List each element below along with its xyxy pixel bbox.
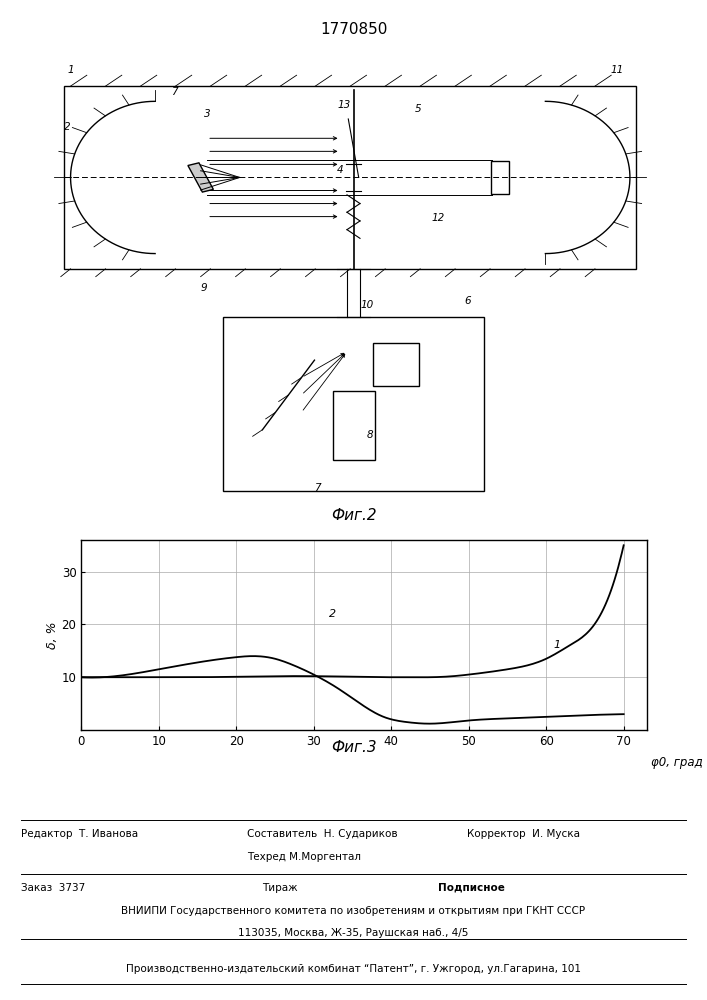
Text: Подписное: Подписное bbox=[438, 883, 506, 893]
Text: ВНИИПИ Государственного комитета по изобретениям и открытиям при ГКНТ СССР: ВНИИПИ Государственного комитета по изоб… bbox=[122, 906, 585, 916]
Text: 9: 9 bbox=[201, 283, 207, 293]
Bar bbox=[491, 161, 509, 194]
Text: Заказ  3737: Заказ 3737 bbox=[21, 883, 86, 893]
Text: 4: 4 bbox=[337, 165, 344, 175]
Text: Фиг.2: Фиг.2 bbox=[331, 508, 376, 522]
Text: Фиг.3: Фиг.3 bbox=[331, 740, 376, 756]
Text: 2: 2 bbox=[64, 122, 71, 132]
Bar bbox=[223, 317, 484, 491]
Bar bbox=[333, 391, 375, 460]
Bar bbox=[373, 343, 419, 386]
Text: 6: 6 bbox=[464, 296, 471, 306]
Text: Корректор  И. Муска: Корректор И. Муска bbox=[467, 829, 580, 839]
Text: 7: 7 bbox=[315, 483, 321, 493]
Text: Техред М.Моргентал: Техред М.Моргентал bbox=[247, 852, 361, 861]
Text: 1: 1 bbox=[554, 640, 561, 650]
Text: 5: 5 bbox=[415, 104, 422, 114]
Text: 11: 11 bbox=[610, 65, 624, 75]
Text: 3: 3 bbox=[204, 109, 211, 119]
Y-axis label: δ, %: δ, % bbox=[46, 621, 59, 649]
Text: 1: 1 bbox=[67, 65, 74, 75]
Text: 12: 12 bbox=[431, 213, 445, 223]
Text: Редактор  Т. Иванова: Редактор Т. Иванова bbox=[21, 829, 139, 839]
Text: 8: 8 bbox=[366, 430, 373, 440]
Bar bbox=[64, 86, 636, 269]
Polygon shape bbox=[188, 163, 214, 192]
Text: φ0, град: φ0, град bbox=[650, 756, 703, 769]
Text: 7: 7 bbox=[171, 87, 178, 97]
Text: Тираж: Тираж bbox=[262, 883, 297, 893]
Text: 1770850: 1770850 bbox=[320, 22, 387, 37]
Text: Производственно-издательский комбинат “Патент”, г. Ужгород, ул.Гагарина, 101: Производственно-издательский комбинат “П… bbox=[126, 964, 581, 974]
Text: Составитель  Н. Судариков: Составитель Н. Судариков bbox=[247, 829, 398, 839]
Text: 10: 10 bbox=[360, 300, 373, 310]
Text: 2: 2 bbox=[329, 609, 337, 619]
Text: 13: 13 bbox=[337, 100, 351, 110]
Text: 113035, Москва, Ж-35, Раушская наб., 4/5: 113035, Москва, Ж-35, Раушская наб., 4/5 bbox=[238, 928, 469, 938]
